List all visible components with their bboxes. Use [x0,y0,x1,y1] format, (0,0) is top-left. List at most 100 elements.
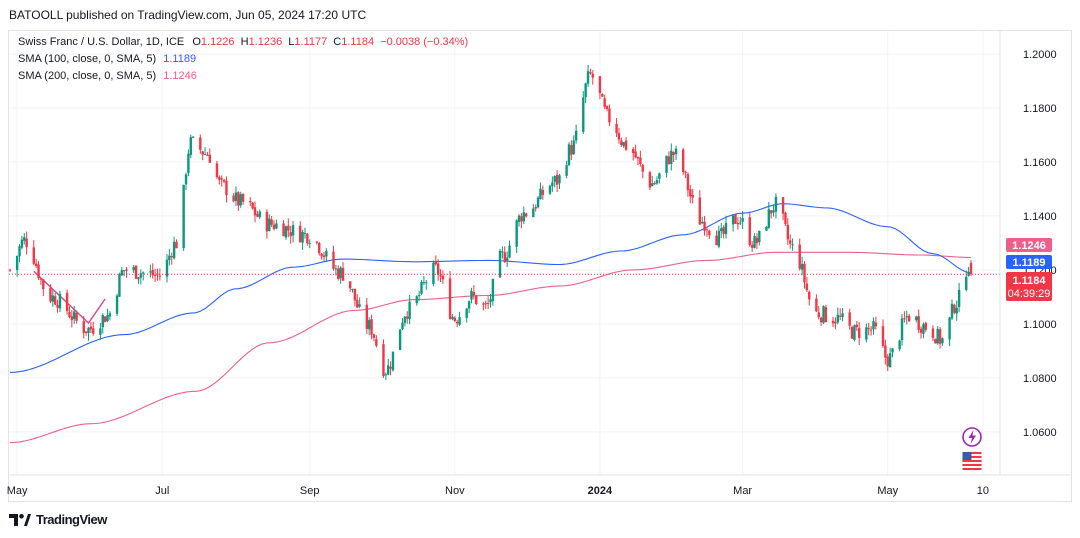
candle-body [907,315,911,322]
candle-body [118,273,121,297]
tradingview-brand[interactable]: TradingView [36,512,107,527]
candle-body [848,312,851,326]
y-tick-label: 1.1000 [1023,319,1057,331]
candle-body [315,241,319,243]
sma100-badge: 1.1189 [1006,255,1052,269]
us-flag-icon[interactable] [961,450,983,472]
candle-body [674,148,678,154]
candle-body [605,106,609,109]
candle-body [598,76,602,94]
candle-body [37,264,40,279]
sma200-row[interactable]: SMA (200, close, 0, SMA, 5) 1.1246 [18,68,468,85]
candle-body [451,316,454,320]
candle-body [941,338,944,344]
sma200-badge-text: 1.1246 [1012,240,1046,252]
candle-body [850,327,854,339]
candle-body [641,164,644,172]
candle-body [800,263,804,270]
candle-body [819,317,823,323]
candle-body [815,298,818,312]
candle-body [922,324,925,334]
candle-body [917,316,920,330]
candle-body [434,261,437,265]
candle-body [936,328,939,344]
chart-frame [8,30,1072,502]
candle-body [891,348,894,353]
candle-body [639,157,642,165]
candle-body [834,321,837,324]
candle-body [387,365,390,375]
lightning-icon-bolt [968,430,976,444]
candle-body [491,279,495,301]
candle-body [831,320,835,324]
candle-body [953,304,956,313]
candle-body [84,331,88,333]
lightning-icon[interactable] [962,427,982,447]
candle-body [915,316,918,321]
y-tick-label: 1.2000 [1023,49,1057,61]
candle-body [969,262,973,275]
candle-body [965,276,968,290]
y-tick-label: 1.0600 [1023,427,1057,439]
price-axis: 1.20001.18001.16001.14001.12001.10001.08… [9,31,1072,476]
candle-body [558,175,561,184]
candle-body [284,226,288,238]
candle-body [855,324,859,328]
candle-body [39,278,43,280]
candle-body [869,329,873,331]
candle-body [137,277,140,280]
y-tick-label: 1.1600 [1023,157,1057,169]
sma200-value: 1.1246 [163,70,197,82]
candle-body [253,207,257,216]
candle-body [734,214,737,224]
candle-body [617,133,621,140]
us-flag-canton [962,452,972,460]
candle-body [382,344,385,377]
candle-body [698,197,702,225]
candle-body [648,172,652,188]
candle-body [149,271,152,273]
candle-body [20,239,24,248]
candle-body [665,155,668,173]
candle-body [517,215,521,222]
candle-body [608,108,611,123]
candle-body [651,183,654,187]
y-tick-label: 1.1400 [1023,211,1057,223]
sma100-badge-text: 1.1189 [1012,257,1045,269]
candle-body [508,245,511,258]
candle-body [748,217,751,246]
symbol-title: Swiss Franc / U.S. Dollar, 1D, ICE [18,36,185,48]
candle-body [634,151,637,158]
candle-body [486,303,490,305]
candle-body [722,227,725,234]
candle-body [348,281,352,289]
candle-body [898,340,901,350]
sma100-row[interactable]: SMA (100, close, 0, SMA, 5) 1.1189 [18,51,468,68]
publish-credit: BATOOLL published on TradingView.com, Ju… [9,8,367,22]
candle-body [101,315,104,328]
candle-body [691,195,694,198]
candle-body [769,210,773,214]
candle-body [551,182,554,187]
candle-body [158,275,162,277]
candle-body [653,183,656,185]
candle-body [755,237,759,244]
candle-body [689,189,692,197]
candle-body [503,252,506,262]
candle-body [49,287,52,302]
candle-body [403,316,407,323]
event-icons [961,427,983,472]
candle-body [784,212,787,225]
candle-body [824,307,828,322]
candle-body [384,374,388,376]
candle-body [950,303,954,319]
candle-body [715,235,718,246]
candle-body [753,236,756,248]
candle-body [482,303,485,305]
candle-body [884,345,887,358]
candle-body [731,215,735,225]
candle-body [957,289,961,307]
sma200-badge: 1.1246 [1006,238,1052,252]
candle-body [886,356,889,367]
